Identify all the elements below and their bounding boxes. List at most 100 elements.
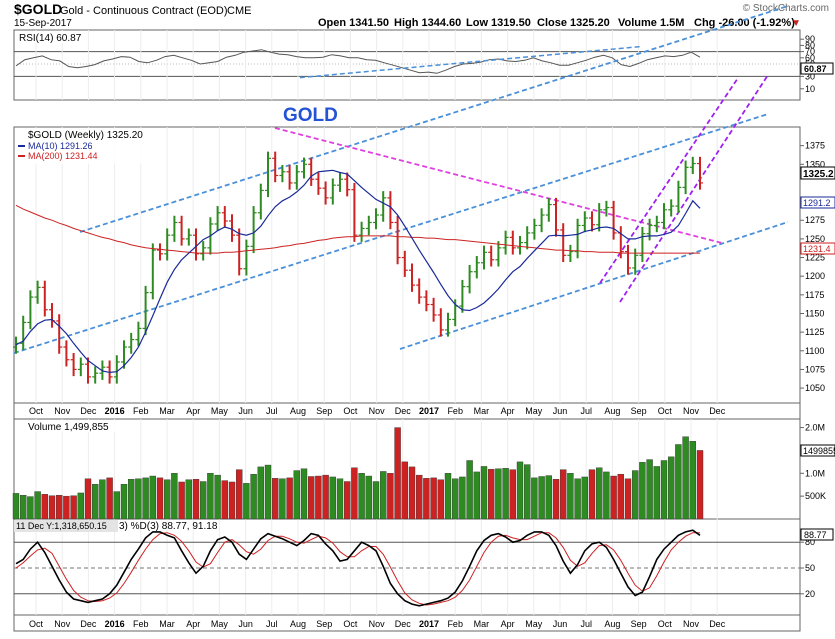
rsi-trendline xyxy=(299,45,641,79)
volume-bar xyxy=(344,481,351,520)
volume-tick-label: 500K xyxy=(805,491,826,501)
volume-bar xyxy=(113,491,121,520)
volume-bar xyxy=(574,478,581,520)
ma200-line xyxy=(15,204,700,254)
volume-bar xyxy=(300,468,308,520)
month-tick-label: Jul xyxy=(266,406,278,416)
volume-bar xyxy=(466,460,473,520)
volume-bar xyxy=(437,479,444,520)
month-tick-label: Sep xyxy=(316,619,332,629)
volume-bar xyxy=(91,484,99,520)
brand-label[interactable]: © StockCharts.com xyxy=(743,3,829,14)
volume-bar xyxy=(588,469,596,520)
month-tick-label: Oct xyxy=(343,406,358,416)
price-series xyxy=(13,151,703,384)
lower-channel-line xyxy=(399,221,789,350)
gold-annotation: GOLD xyxy=(283,105,338,126)
volume-bar xyxy=(682,436,689,520)
volume-bar xyxy=(27,496,34,520)
volume-bar xyxy=(77,492,85,520)
volume-bar xyxy=(41,494,48,520)
volume-bar xyxy=(646,459,653,520)
magenta-downtrend-line xyxy=(274,127,723,244)
month-tick-label: Feb xyxy=(133,406,149,416)
price-tick-label: 1125 xyxy=(805,327,824,337)
volume-bar xyxy=(603,471,610,520)
volume-bar xyxy=(120,484,128,520)
volume-bar xyxy=(581,476,588,520)
volume-bar xyxy=(444,473,452,520)
month-tick-label: Dec xyxy=(395,406,412,416)
svg-text:60.87: 60.87 xyxy=(804,64,827,74)
month-tick-label: Mar xyxy=(159,619,175,629)
volume-bar xyxy=(596,467,603,520)
volume-bar xyxy=(567,473,574,520)
volume-bar xyxy=(452,478,459,520)
title-symbol: $GOLD xyxy=(14,1,62,17)
rsi-tick-label: 90 xyxy=(805,34,815,44)
stochastic-series xyxy=(15,529,701,607)
month-tick-label: Oct xyxy=(29,619,44,629)
volume-bar xyxy=(142,477,149,520)
volume-bar xyxy=(380,471,387,520)
month-tick-label: May xyxy=(211,406,229,416)
rsi-tick-label: 70 xyxy=(805,47,815,57)
volume-bar xyxy=(545,475,552,520)
volume-bar xyxy=(99,479,106,520)
volume-bar xyxy=(372,481,380,520)
chart-header: $GOLD Gold - Continuous Contract (EOD) C… xyxy=(14,1,829,29)
volume-bar xyxy=(308,476,315,520)
price-tick-label: 1050 xyxy=(805,383,825,393)
month-tick-label: Jul xyxy=(266,619,278,629)
volume-bar xyxy=(653,466,660,520)
volume-bar xyxy=(243,483,250,520)
stoch-d-line xyxy=(15,532,700,606)
stochastic-legend-text: 3) %D(3) 88.77, 91.18 xyxy=(119,521,218,532)
volume-bar xyxy=(632,470,639,520)
ma10-value-flag: 1291.2 xyxy=(800,196,835,209)
price-value-flag: 1325.2 xyxy=(800,166,835,180)
volume-bar xyxy=(228,481,236,520)
month-tick-label: Oct xyxy=(658,619,673,629)
rsi-legend-text: RSI(14) 60.87 xyxy=(19,33,82,44)
volume-bar xyxy=(286,477,293,520)
purple-channel-lower xyxy=(619,74,769,303)
price-tick-label: 1250 xyxy=(805,234,825,244)
month-tick-label: Nov xyxy=(54,406,71,416)
volume-bar xyxy=(34,491,41,520)
volume-bar xyxy=(279,478,286,520)
month-tick-label: Feb xyxy=(447,619,463,629)
volume-bar xyxy=(336,478,344,520)
volume-bar xyxy=(624,478,632,520)
stoch-tick-label: 20 xyxy=(805,589,815,599)
volume-bar xyxy=(495,468,502,520)
price-tick-label: 1275 xyxy=(805,215,825,225)
month-tick-label: Sep xyxy=(631,406,647,416)
month-axis-bottom xyxy=(13,614,801,632)
volume-bar xyxy=(531,477,538,520)
month-tick-label: Mar xyxy=(474,406,490,416)
ma200-value-flag: 1231.4 xyxy=(800,242,835,255)
price-tick-label: 1200 xyxy=(805,271,825,281)
high-value: High 1344.60 xyxy=(394,17,461,29)
close-value: Close 1325.20 xyxy=(537,17,610,29)
price-legend-text: $GOLD (Weekly) 1325.20 xyxy=(28,130,143,141)
rsi-series xyxy=(15,49,701,74)
month-tick-label: May xyxy=(211,619,229,629)
month-tick-label: Dec xyxy=(709,406,726,416)
date-label: 15-Sep-2017 xyxy=(14,18,72,29)
month-tick-label: Jun xyxy=(238,406,253,416)
ma10-line xyxy=(15,169,701,374)
volume-bar xyxy=(272,478,279,520)
month-tick-label: Sep xyxy=(631,619,647,629)
purple-channel-upper xyxy=(599,77,739,284)
month-tick-label: 2017 xyxy=(419,406,439,416)
month-tick-label: Nov xyxy=(683,406,700,416)
volume-bar xyxy=(502,468,509,520)
month-tick-label: Nov xyxy=(369,406,386,416)
change-value: Chg -26.00 (-1.92%) xyxy=(694,17,795,29)
price-tick-label: 1100 xyxy=(805,346,824,356)
rsi-legend: RSI(14) 60.87 xyxy=(16,31,86,44)
volume-bar xyxy=(70,495,77,520)
month-tick-label: 2017 xyxy=(419,619,439,629)
